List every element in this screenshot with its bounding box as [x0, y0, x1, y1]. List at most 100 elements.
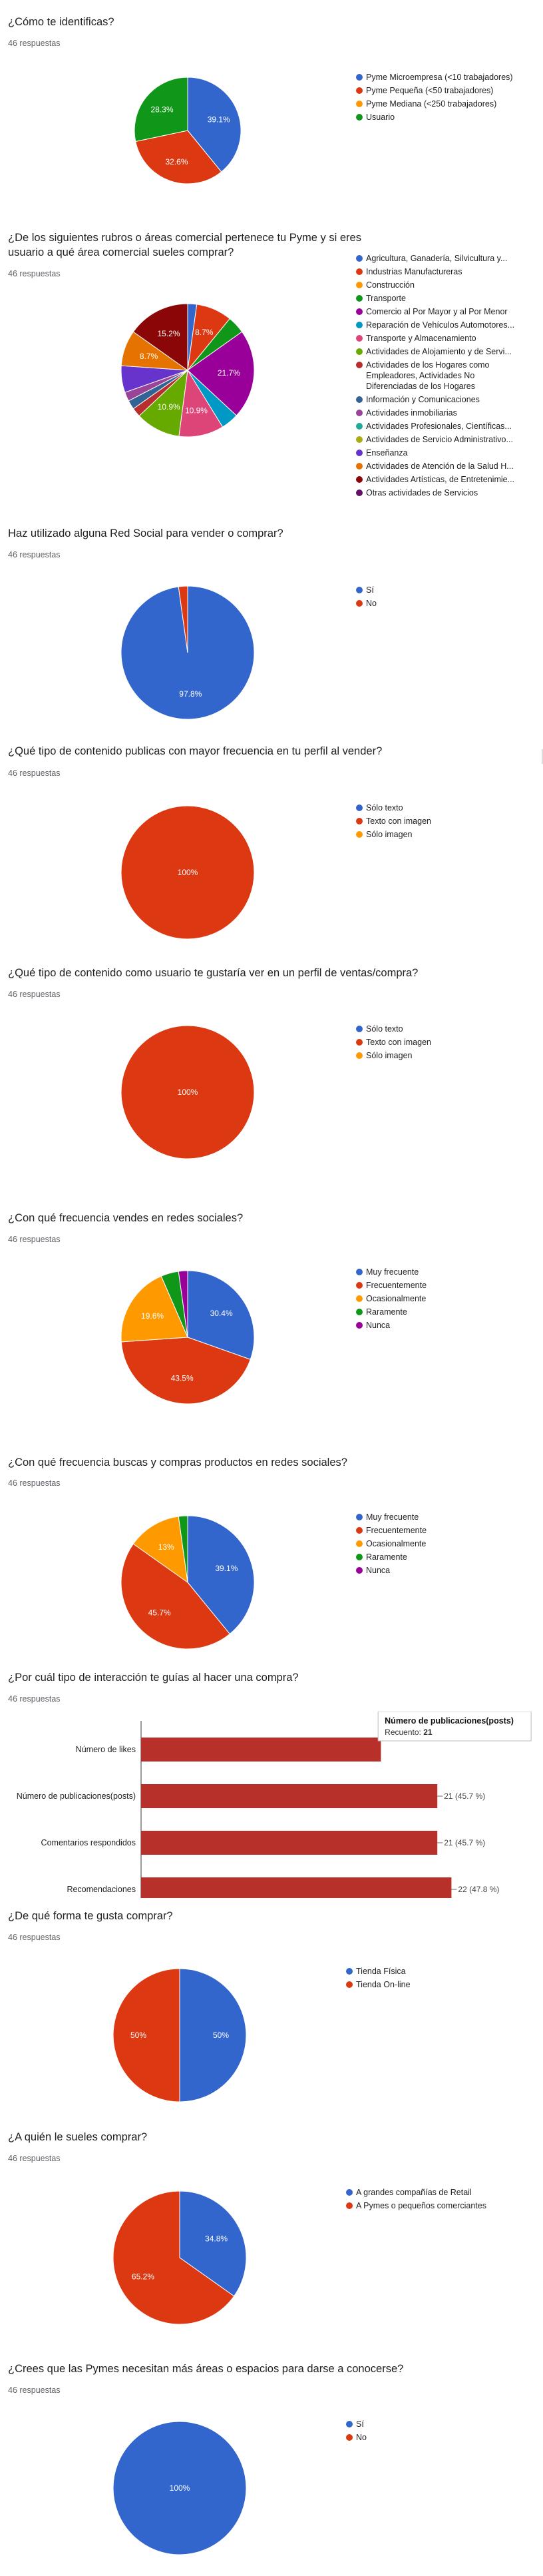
legend-swatch [356, 450, 363, 456]
response-count: 46 respuestas [8, 1933, 61, 1942]
pie-slice[interactable] [178, 585, 188, 653]
legend-label: Sólo texto [366, 803, 403, 812]
legend-swatch [356, 1039, 363, 1046]
legend-label: Actividades de Alojamiento y de Servi... [366, 347, 512, 356]
pie-slice[interactable] [120, 1337, 251, 1405]
slice-label: 19.6% [141, 1311, 164, 1321]
pie-slice[interactable] [138, 369, 188, 437]
question-title: ¿Por cuál tipo de interacción te guías a… [8, 1672, 299, 1684]
legend-item: No [356, 598, 377, 609]
pie-slice[interactable] [179, 1968, 247, 2102]
legend-swatch [356, 1309, 363, 1315]
data-label: 21 (45.7 %) [444, 1791, 485, 1801]
slice-label: 100% [178, 1088, 198, 1097]
legend-label: Texto con imagen [366, 816, 431, 826]
pie-chart: 34.8% 65.2% [112, 2190, 247, 2325]
legend-label: Nunca [366, 1566, 391, 1575]
legend-swatch [356, 1295, 363, 1302]
legend-label: No [366, 599, 377, 608]
legend-label: Actividades de Servicio Administrativo..… [366, 435, 513, 444]
chart-legend: Sí No [346, 2419, 367, 2445]
legend-item: Nunca [356, 1565, 427, 1576]
legend-swatch [346, 2421, 353, 2427]
slice-label: 65.2% [132, 2272, 154, 2281]
pie-slice[interactable] [187, 77, 242, 172]
legend-label: Frecuentemente [366, 1526, 427, 1535]
pie-slice[interactable] [112, 2190, 235, 2325]
pie-chart: 100% [120, 805, 255, 940]
question-title: ¿De qué forma te gusta comprar? [8, 1910, 173, 1922]
pie-slice[interactable] [132, 303, 188, 371]
legend-label: Industrias Manufactureras [366, 267, 462, 276]
legend-item: Pyme Mediana (<250 trabajadores) [356, 99, 513, 109]
legend-swatch [356, 1052, 363, 1059]
legend-swatch [356, 348, 363, 355]
chart-legend: Agricultura, Ganadería, Silvicultura y..… [356, 253, 526, 501]
legend-item: Pyme Pequeña (<50 trabajadores) [356, 85, 513, 96]
legend-item: Muy frecuente [356, 1267, 427, 1277]
question-title: ¿Qué tipo de contenido publicas con mayo… [8, 745, 383, 757]
category-label: Número de likes [76, 1745, 136, 1754]
pie-slice[interactable] [179, 2190, 247, 2297]
pie-slice[interactable] [112, 1968, 180, 2102]
legend-label: Raramente [366, 1307, 407, 1317]
legend-swatch [356, 295, 363, 302]
slice-label: 43.5% [171, 1373, 194, 1383]
chart-legend: Sólo texto Texto con imagen Sólo imagen [356, 803, 431, 842]
chart-legend: Muy frecuente Frecuentemente Ocasionalment… [356, 1512, 427, 1578]
tooltip-title: Número de publicaciones(posts) [385, 1716, 514, 1726]
legend-label: Transporte [366, 294, 406, 303]
pie-slice[interactable] [120, 1275, 188, 1343]
bar[interactable] [141, 1738, 381, 1762]
legend-swatch [346, 2202, 353, 2209]
response-count: 46 respuestas [8, 1478, 61, 1488]
bar[interactable] [141, 1877, 452, 1898]
response-count: 46 respuestas [8, 2386, 61, 2395]
legend-item: A Pymes o pequeños comerciantes [346, 2200, 486, 2211]
slice-label: 13% [158, 1542, 174, 1552]
pie-slice[interactable] [178, 369, 224, 438]
legend-swatch [356, 831, 363, 838]
question-title: ¿De los siguientes rubros o áreas comerc… [8, 232, 361, 258]
slice-label: 15.2% [157, 329, 180, 338]
legend-item: Actividades de Alojamiento y de Servi... [356, 346, 526, 357]
pie-slice[interactable] [187, 1270, 255, 1360]
pie-chart: 8.7% 21.7% 10.9% 10.9% 8.7% 15.2% [120, 303, 255, 438]
bar[interactable] [141, 1831, 438, 1855]
legend-swatch [356, 308, 363, 315]
scrollbar-thumb[interactable] [542, 749, 543, 764]
pie-slice[interactable] [120, 805, 255, 940]
legend-item: Transporte [356, 293, 526, 304]
pie-slice[interactable] [134, 77, 188, 143]
pie-slice[interactable] [132, 1516, 188, 1584]
pie-slice[interactable] [135, 130, 222, 184]
legend-label: Tienda Física [356, 1967, 406, 1976]
slice-label: 10.9% [158, 402, 180, 412]
legend-label: Enseñanza [366, 448, 408, 458]
pie-slice[interactable] [112, 2421, 247, 2555]
pie-slice[interactable] [120, 1543, 230, 1650]
bar[interactable] [141, 1784, 438, 1808]
legend-item: Agricultura, Ganadería, Silvicultura y..… [356, 253, 526, 264]
legend-item: Sí [356, 585, 377, 595]
legend-label: Transporte y Almacenamiento [366, 334, 476, 343]
pie-slice[interactable] [187, 1515, 255, 1635]
legend-swatch [356, 1527, 363, 1534]
legend-swatch [356, 322, 363, 328]
legend-item: Tienda On-line [346, 1979, 411, 1990]
legend-item: Actividades Artísticas, de Entretenimie.… [356, 474, 526, 485]
tooltip-box [377, 1712, 532, 1742]
legend-swatch [356, 74, 363, 81]
legend-label: Sí [356, 2419, 364, 2429]
legend-item: Sólo texto [356, 1024, 431, 1034]
pie-slice[interactable] [187, 331, 255, 416]
legend-item: Muy frecuente [356, 1512, 427, 1522]
legend-swatch [356, 489, 363, 496]
pie-slice[interactable] [178, 1515, 188, 1583]
pie-slice[interactable] [120, 1025, 255, 1159]
legend-label: Muy frecuente [366, 1267, 419, 1277]
legend-swatch [346, 1981, 353, 1988]
pie-slice[interactable] [178, 1270, 188, 1338]
response-count: 46 respuestas [8, 1694, 61, 1704]
legend-item: Información y Comunicaciones [356, 394, 526, 405]
